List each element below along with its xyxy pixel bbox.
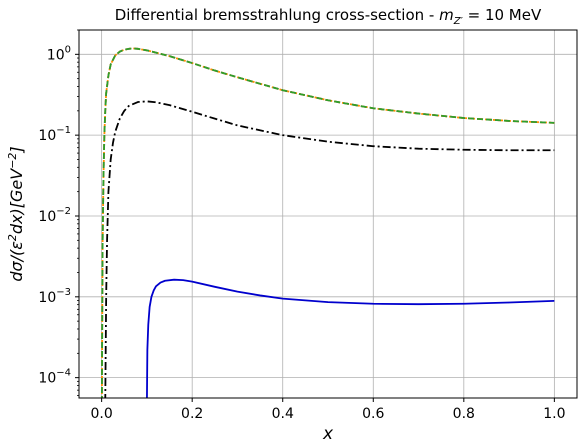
y-tick-base: 10 xyxy=(38,290,56,306)
y-tick-base: 10 xyxy=(38,371,56,387)
y-tick-base: 10 xyxy=(38,209,56,225)
y-tick-label: 10−2 xyxy=(38,206,71,225)
title-suffix: = 10 MeV xyxy=(463,6,542,24)
y-tick-label: 10−1 xyxy=(38,125,71,144)
y-tick-exponent: −4 xyxy=(56,368,71,379)
ylabel-sup1: 2 xyxy=(6,234,19,241)
x-tick-label: 0.6 xyxy=(362,406,384,422)
series-line xyxy=(100,47,555,398)
chart-title: Differential bremsstrahlung cross-sectio… xyxy=(115,6,542,27)
y-axis-label: dσ/(ε2dx)[GeV−2] xyxy=(6,146,26,281)
x-tick-label: 0.8 xyxy=(453,406,475,422)
ylabel-sup2: −2 xyxy=(6,153,19,169)
series-line xyxy=(100,47,555,398)
plot-frame xyxy=(78,29,578,399)
series-line xyxy=(100,47,555,398)
x-tick-label: 0.0 xyxy=(91,406,113,422)
ylabel-base: dσ/(ε xyxy=(7,241,26,282)
x-axis-label: x xyxy=(322,424,334,443)
y-tick-exponent: −3 xyxy=(56,287,71,298)
series-line xyxy=(104,100,555,398)
title-prefix: Differential bremsstrahlung cross-sectio… xyxy=(115,6,439,24)
ylabel-mid: dx)[GeV xyxy=(7,168,26,234)
series-group xyxy=(100,47,555,398)
y-tick-exponent: 0 xyxy=(65,44,71,55)
y-tick-exponent: −1 xyxy=(56,125,71,136)
x-axis-ticks: 0.0 0.2 0.4 0.6 0.8 1.0 xyxy=(91,398,565,422)
ylabel-end: ] xyxy=(7,146,26,153)
y-tick-label: 10−3 xyxy=(38,287,71,306)
y-tick-label: 10−4 xyxy=(38,368,71,387)
x-tick-label: 1.0 xyxy=(543,406,565,422)
y-tick-base: 10 xyxy=(38,128,56,144)
x-tick-label: 0.4 xyxy=(272,406,294,422)
y-tick-base: 10 xyxy=(47,47,65,63)
series-line xyxy=(146,278,555,398)
y-tick-exponent: −2 xyxy=(56,206,71,217)
y-tick-label: 100 xyxy=(47,44,71,63)
grid-lines xyxy=(79,30,577,398)
x-tick-label: 0.2 xyxy=(181,406,203,422)
title-math-var: m xyxy=(439,6,454,24)
title-math-sub: Z′ xyxy=(453,16,464,27)
